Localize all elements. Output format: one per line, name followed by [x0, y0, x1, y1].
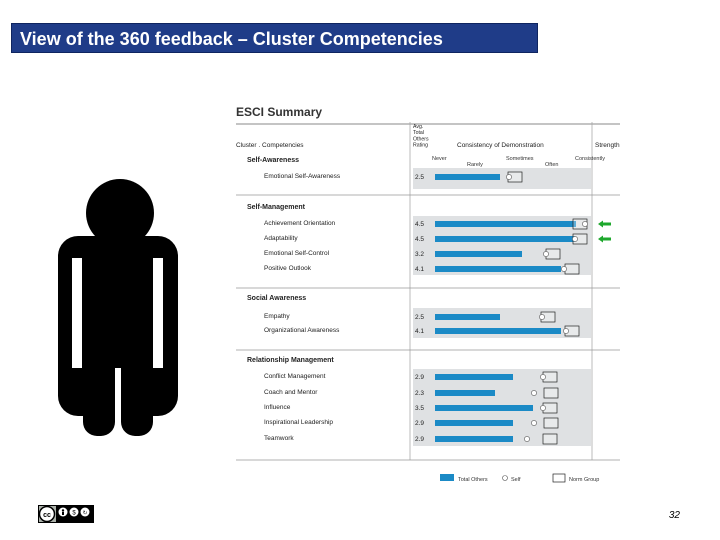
- total-others-bar: [435, 174, 500, 180]
- legend-total-others-label: Total Others: [458, 477, 488, 483]
- competency-label: Achievement Orientation: [264, 220, 336, 227]
- competency-rating: 2.5: [415, 314, 424, 321]
- total-others-bar: [435, 266, 561, 272]
- total-others-bar: [435, 236, 575, 242]
- total-others-bar: [435, 405, 533, 411]
- self-marker: [531, 420, 537, 426]
- norm-group-box: [542, 433, 558, 445]
- page-number: 32: [668, 510, 680, 521]
- total-others-bar: [435, 251, 522, 257]
- self-marker: [543, 251, 549, 257]
- competency-label: Emotional Self-Control: [264, 250, 330, 257]
- competency-rating: 4.5: [415, 236, 424, 243]
- strength-arrow-icon: [598, 220, 611, 228]
- svg-text:cc: cc: [43, 512, 51, 519]
- cluster-shade: [413, 168, 591, 189]
- legend-total-others-swatch: [440, 474, 454, 481]
- competency-label: Adaptability: [264, 235, 298, 242]
- self-marker: [582, 221, 588, 227]
- scale-label: Never: [432, 156, 447, 162]
- total-others-bar: [435, 374, 513, 380]
- scale-label: Sometimes: [506, 156, 534, 162]
- esci-summary-report: ESCI Summary Cluster . Competencies Avg.…: [230, 98, 625, 488]
- self-marker: [561, 266, 567, 272]
- competency-label: Emotional Self-Awareness: [264, 173, 341, 180]
- col-strength-label: Strength: [595, 142, 620, 149]
- total-others-bar: [435, 420, 513, 426]
- competency-rating: 4.1: [415, 266, 424, 273]
- self-marker: [572, 236, 578, 242]
- rating-header-line: Total: [413, 130, 424, 136]
- report-heading: ESCI Summary: [236, 105, 322, 119]
- title-bar: View of the 360 feedback – Cluster Compe…: [11, 23, 538, 53]
- svg-text:$: $: [72, 511, 76, 517]
- scale-label: Rarely: [467, 162, 483, 168]
- norm-group-box: [564, 263, 580, 275]
- slide-title: View of the 360 feedback – Cluster Compe…: [20, 29, 443, 49]
- cluster-name: Social Awareness: [247, 295, 306, 302]
- cc-icon: [38, 505, 56, 523]
- esci-summary-chart: ESCI Summary Cluster . Competencies Avg.…: [236, 105, 620, 483]
- svg-text:↻: ↻: [83, 510, 88, 517]
- col-cluster-label: Cluster . Competencies: [236, 142, 304, 149]
- competency-rating: 4.5: [415, 221, 424, 228]
- self-marker: [524, 436, 530, 442]
- competency-label: Empathy: [264, 313, 290, 320]
- self-marker: [540, 405, 546, 411]
- legend-norm-label: Norm Group: [569, 477, 599, 483]
- scale-labels: Never Rarely Sometimes Often Consistently: [432, 156, 605, 168]
- total-others-bar: [435, 390, 495, 396]
- competency-label: Conflict Management: [264, 373, 326, 380]
- self-marker: [563, 328, 569, 334]
- competency-label: Coach and Mentor: [264, 389, 318, 396]
- scale-label: Often: [545, 162, 558, 168]
- rating-header-line: Avg.: [413, 124, 423, 130]
- competency-label: Inspirational Leadership: [264, 419, 333, 426]
- person-icon: [58, 179, 178, 438]
- rating-header-line: Rating: [413, 143, 428, 149]
- competency-rating: 2.9: [415, 420, 424, 427]
- scale-label: Consistently: [575, 156, 605, 162]
- legend-norm-box: [552, 473, 566, 483]
- total-others-bar: [435, 314, 500, 320]
- total-others-bar: [435, 221, 576, 227]
- rating-header-line: Others: [413, 136, 429, 142]
- competency-label: Positive Outlook: [264, 265, 312, 272]
- total-others-bar: [435, 436, 513, 442]
- competency-rating: 4.1: [415, 328, 424, 335]
- self-marker: [539, 314, 545, 320]
- legend: Total Others Self Norm Group: [440, 473, 599, 483]
- self-marker: [540, 374, 546, 380]
- sa-icon: [80, 507, 90, 517]
- competency-rating: 2.9: [415, 374, 424, 381]
- cluster-name: Self-Management: [247, 204, 306, 211]
- nc-icon: [69, 507, 79, 517]
- legend-self-label: Self: [511, 477, 521, 483]
- license-badge[interactable]: cc $ ↻: [38, 505, 94, 523]
- competency-label: Influence: [264, 404, 291, 411]
- legend-self-marker: [502, 475, 508, 481]
- col-consistency-label: Consistency of Demonstration: [457, 142, 544, 149]
- norm-group-box: [543, 387, 559, 399]
- competency-rating: 2.5: [415, 174, 424, 181]
- strength-arrow-icon: [598, 235, 611, 243]
- total-others-bar: [435, 328, 561, 334]
- self-marker: [506, 174, 512, 180]
- competency-label: Teamwork: [264, 435, 294, 442]
- competency-rating: 2.9: [415, 436, 424, 443]
- cluster-name: Relationship Management: [247, 357, 334, 364]
- self-marker: [531, 390, 537, 396]
- norm-group-box: [543, 417, 559, 429]
- competency-rating: 3.2: [415, 251, 424, 258]
- cluster-name: Self-Awareness: [247, 157, 299, 164]
- competency-rating: 2.3: [415, 390, 424, 397]
- competency-label: Organizational Awareness: [264, 327, 340, 334]
- competency-rating: 3.5: [415, 405, 424, 412]
